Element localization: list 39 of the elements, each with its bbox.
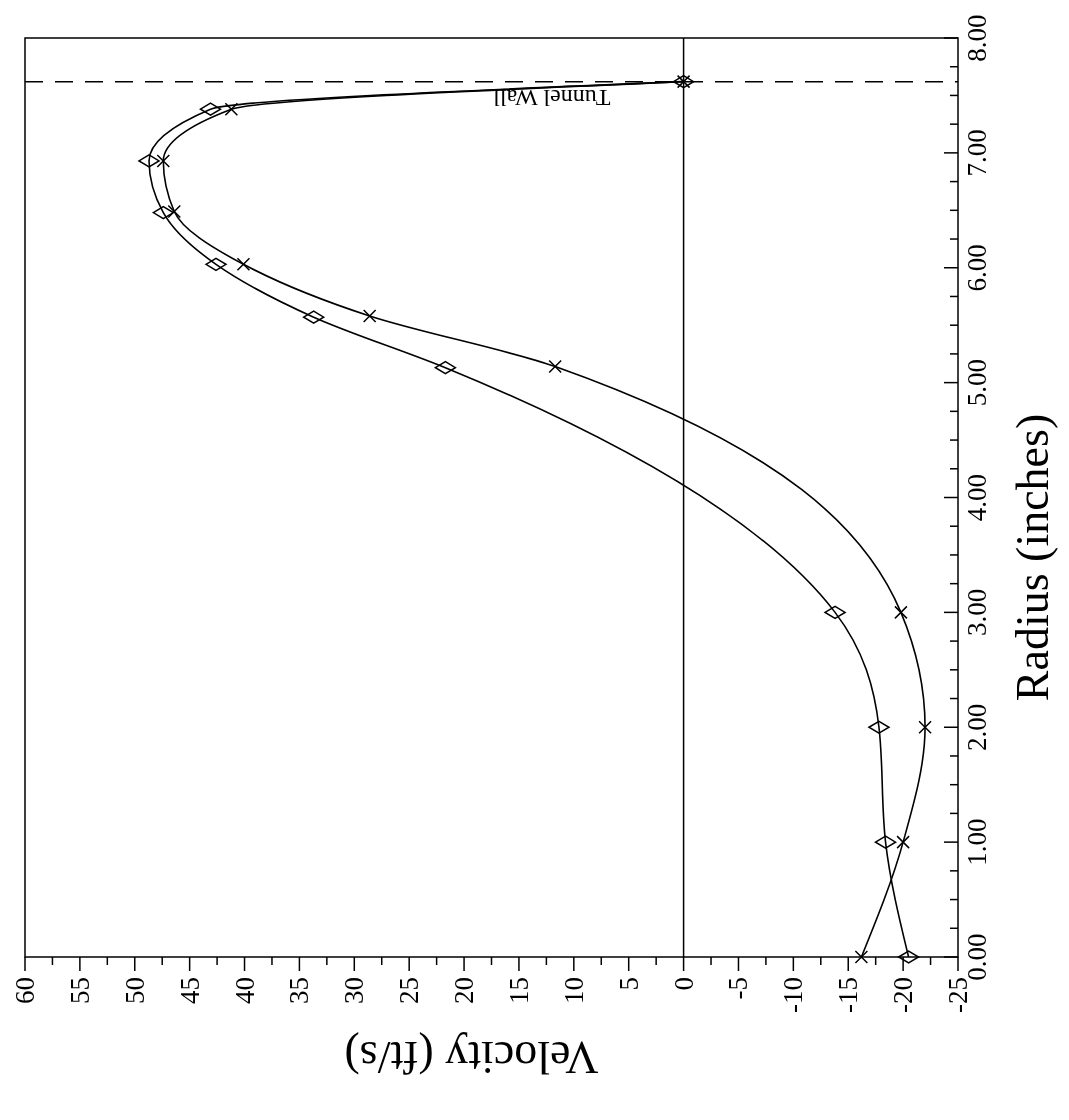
point	[224, 102, 239, 116]
point	[236, 257, 251, 272]
x-tick-label: 25	[394, 977, 425, 1004]
x-tick-label: 10	[558, 977, 589, 1004]
x-tick-label: -20	[888, 977, 919, 1013]
y-tick-label: 5.00	[962, 359, 992, 407]
x-tick-label: 45	[174, 977, 205, 1004]
x-tick-label: -15	[833, 977, 864, 1013]
y-tick-label: 1.00	[962, 818, 992, 866]
x-tick-label: 40	[229, 977, 260, 1004]
point	[854, 950, 869, 964]
point	[167, 204, 182, 219]
ref-line-label: Tunnel Wall	[492, 84, 611, 111]
x-tick-label: 15	[503, 977, 534, 1004]
x-tick-label: -5	[723, 977, 754, 1000]
x-tick-label: 50	[119, 977, 150, 1004]
x-tick-label: 20	[449, 977, 480, 1004]
point	[894, 605, 908, 620]
y-tick-label: 7.00	[962, 129, 992, 177]
y-tick-label: 2.00	[962, 703, 992, 751]
x-tick-label: 0	[668, 977, 699, 991]
point	[156, 154, 171, 168]
x-tick-label: -10	[778, 977, 809, 1013]
y-tick-label: 6.00	[962, 244, 992, 292]
x-tick-label: 60	[10, 977, 40, 1004]
x-tick-label: 5	[613, 977, 644, 991]
x-tick-label: 55	[64, 977, 95, 1004]
point	[362, 309, 377, 323]
y-axis-title: Radius (inches)	[1007, 413, 1058, 702]
y-tick-label: 3.00	[962, 588, 992, 636]
x-tick-label: 35	[284, 977, 315, 1004]
point	[918, 720, 932, 734]
y-tick-label: 8.00	[962, 14, 992, 62]
x-axis-title: Velocity (ft/s)	[344, 1032, 599, 1083]
x-tick-label: 30	[339, 977, 370, 1004]
y-tick-label: 4.00	[962, 473, 992, 522]
point	[676, 74, 691, 89]
point	[548, 359, 562, 374]
point	[896, 835, 910, 849]
